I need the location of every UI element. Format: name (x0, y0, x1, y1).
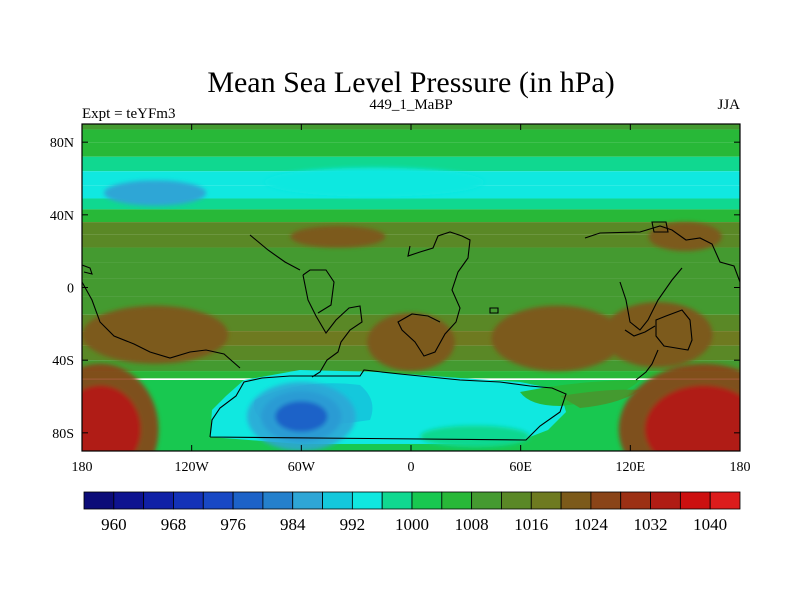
colorbar-swatch (679, 491, 711, 510)
y-tick-label: 40N (50, 209, 74, 224)
north-atlantic-band (264, 167, 485, 197)
coastline-africa (397, 231, 471, 357)
australian-high (602, 302, 713, 368)
colorbar-swatch (83, 491, 115, 510)
colorbar-swatch (262, 491, 294, 510)
x-tick-label: 60W (288, 460, 316, 475)
y-tick-label: 80S (52, 427, 74, 442)
colorbar-swatch (381, 491, 413, 510)
x-tick-label: 180 (72, 460, 93, 475)
coastline-islands (82, 221, 669, 314)
coastline-central-america (249, 234, 301, 271)
x-tick-label: 0 (408, 460, 415, 475)
pacific-shelf-band-2 (560, 389, 640, 408)
coastlines (82, 221, 740, 441)
coastline-americas-west (82, 281, 241, 369)
pressure-band (82, 198, 740, 210)
colorbar-swatch (620, 491, 651, 510)
antarctic-low-core (275, 401, 328, 432)
colorbar-swatch (292, 491, 323, 510)
pressure-band (82, 142, 740, 157)
north-pacific-high (648, 222, 722, 252)
pressure-band (82, 262, 740, 279)
chart-title: Mean Sea Level Pressure (in hPa) (207, 66, 614, 99)
y-tick-label: 80N (50, 136, 74, 151)
colorbar-swatch (143, 491, 174, 510)
colorbar-label: 1016 (514, 515, 548, 534)
coastline-asia-north (584, 225, 740, 283)
colorbar-label: 968 (161, 515, 187, 534)
colorbar: 960 968 976 984 992 1000 1008 1016 1024 1032 1040 (83, 491, 741, 534)
coastline-australia (655, 309, 693, 351)
pacific-shelf-band (520, 380, 640, 406)
pressure-band (82, 129, 740, 143)
colorbar-swatch (322, 491, 353, 510)
pressure-band (82, 156, 740, 172)
pressure-systems (82, 167, 740, 451)
pressure-band (82, 278, 740, 297)
high-west-core (82, 385, 141, 451)
y-tick-label: 40S (52, 354, 74, 369)
colorbar-swatch (351, 491, 383, 510)
colorbar-label: 1000 (395, 515, 429, 534)
pressure-field (82, 124, 740, 451)
colorbar-label: 976 (220, 515, 246, 534)
colorbar-swatch (232, 491, 264, 510)
pressure-band (82, 234, 740, 248)
colorbar-label: 1040 (693, 515, 727, 534)
coastline-indonesia (624, 325, 656, 337)
coastline-south-america-west (302, 269, 335, 314)
colorbar-swatch (471, 491, 502, 510)
x-tick-label: 180 (730, 460, 751, 475)
colorbar-swatch (202, 491, 234, 510)
coastline-antarctica (209, 369, 567, 441)
colorbar-swatch (560, 491, 592, 510)
south-indian-high (491, 305, 624, 372)
season-label: JJA (717, 97, 740, 113)
south-pacific-high (82, 305, 229, 364)
y-tick-label: 0 (67, 282, 74, 297)
colorbar-label: 960 (101, 515, 127, 534)
coastline-new-zealand (635, 349, 659, 381)
colorbar-swatch (590, 491, 622, 510)
x-tick-label: 120E (616, 460, 646, 475)
colorbar-label: 1024 (574, 515, 609, 534)
south-atlantic-high (367, 312, 455, 372)
colorbar-label: 1032 (634, 515, 668, 534)
coastline-south-america (302, 274, 363, 378)
colorbar-label: 984 (280, 515, 306, 534)
x-tick-label: 60E (509, 460, 532, 475)
colorbar-swatch (709, 491, 741, 510)
colorbar-swatch (173, 491, 204, 510)
colorbar-swatch (530, 491, 562, 510)
pressure-band (82, 222, 740, 235)
colorbar-swatch (650, 491, 681, 510)
colorbar-swatch (411, 491, 443, 510)
run-label: 449_1_MaBP (369, 97, 452, 113)
colorbar-swatch (501, 491, 532, 510)
x-axis: 180 120W 60W 0 60E 120E 180 (72, 124, 751, 475)
colorbar-swatch (113, 491, 145, 510)
high-east-core (644, 385, 740, 451)
y-axis: 80N 40N 0 40S 80S (50, 136, 740, 442)
colorbar-label: 1008 (455, 515, 489, 534)
experiment-label: Expt = teYFm3 (82, 106, 175, 122)
antarctic-trough (420, 425, 530, 448)
north-pacific-low (103, 180, 207, 206)
colorbar-label: 992 (340, 515, 366, 534)
pressure-band (82, 209, 740, 223)
colorbar-swatch (441, 491, 473, 510)
x-tick-label: 120W (175, 460, 210, 475)
coastline-india-asia (619, 267, 683, 331)
north-atlantic-high (290, 225, 386, 248)
